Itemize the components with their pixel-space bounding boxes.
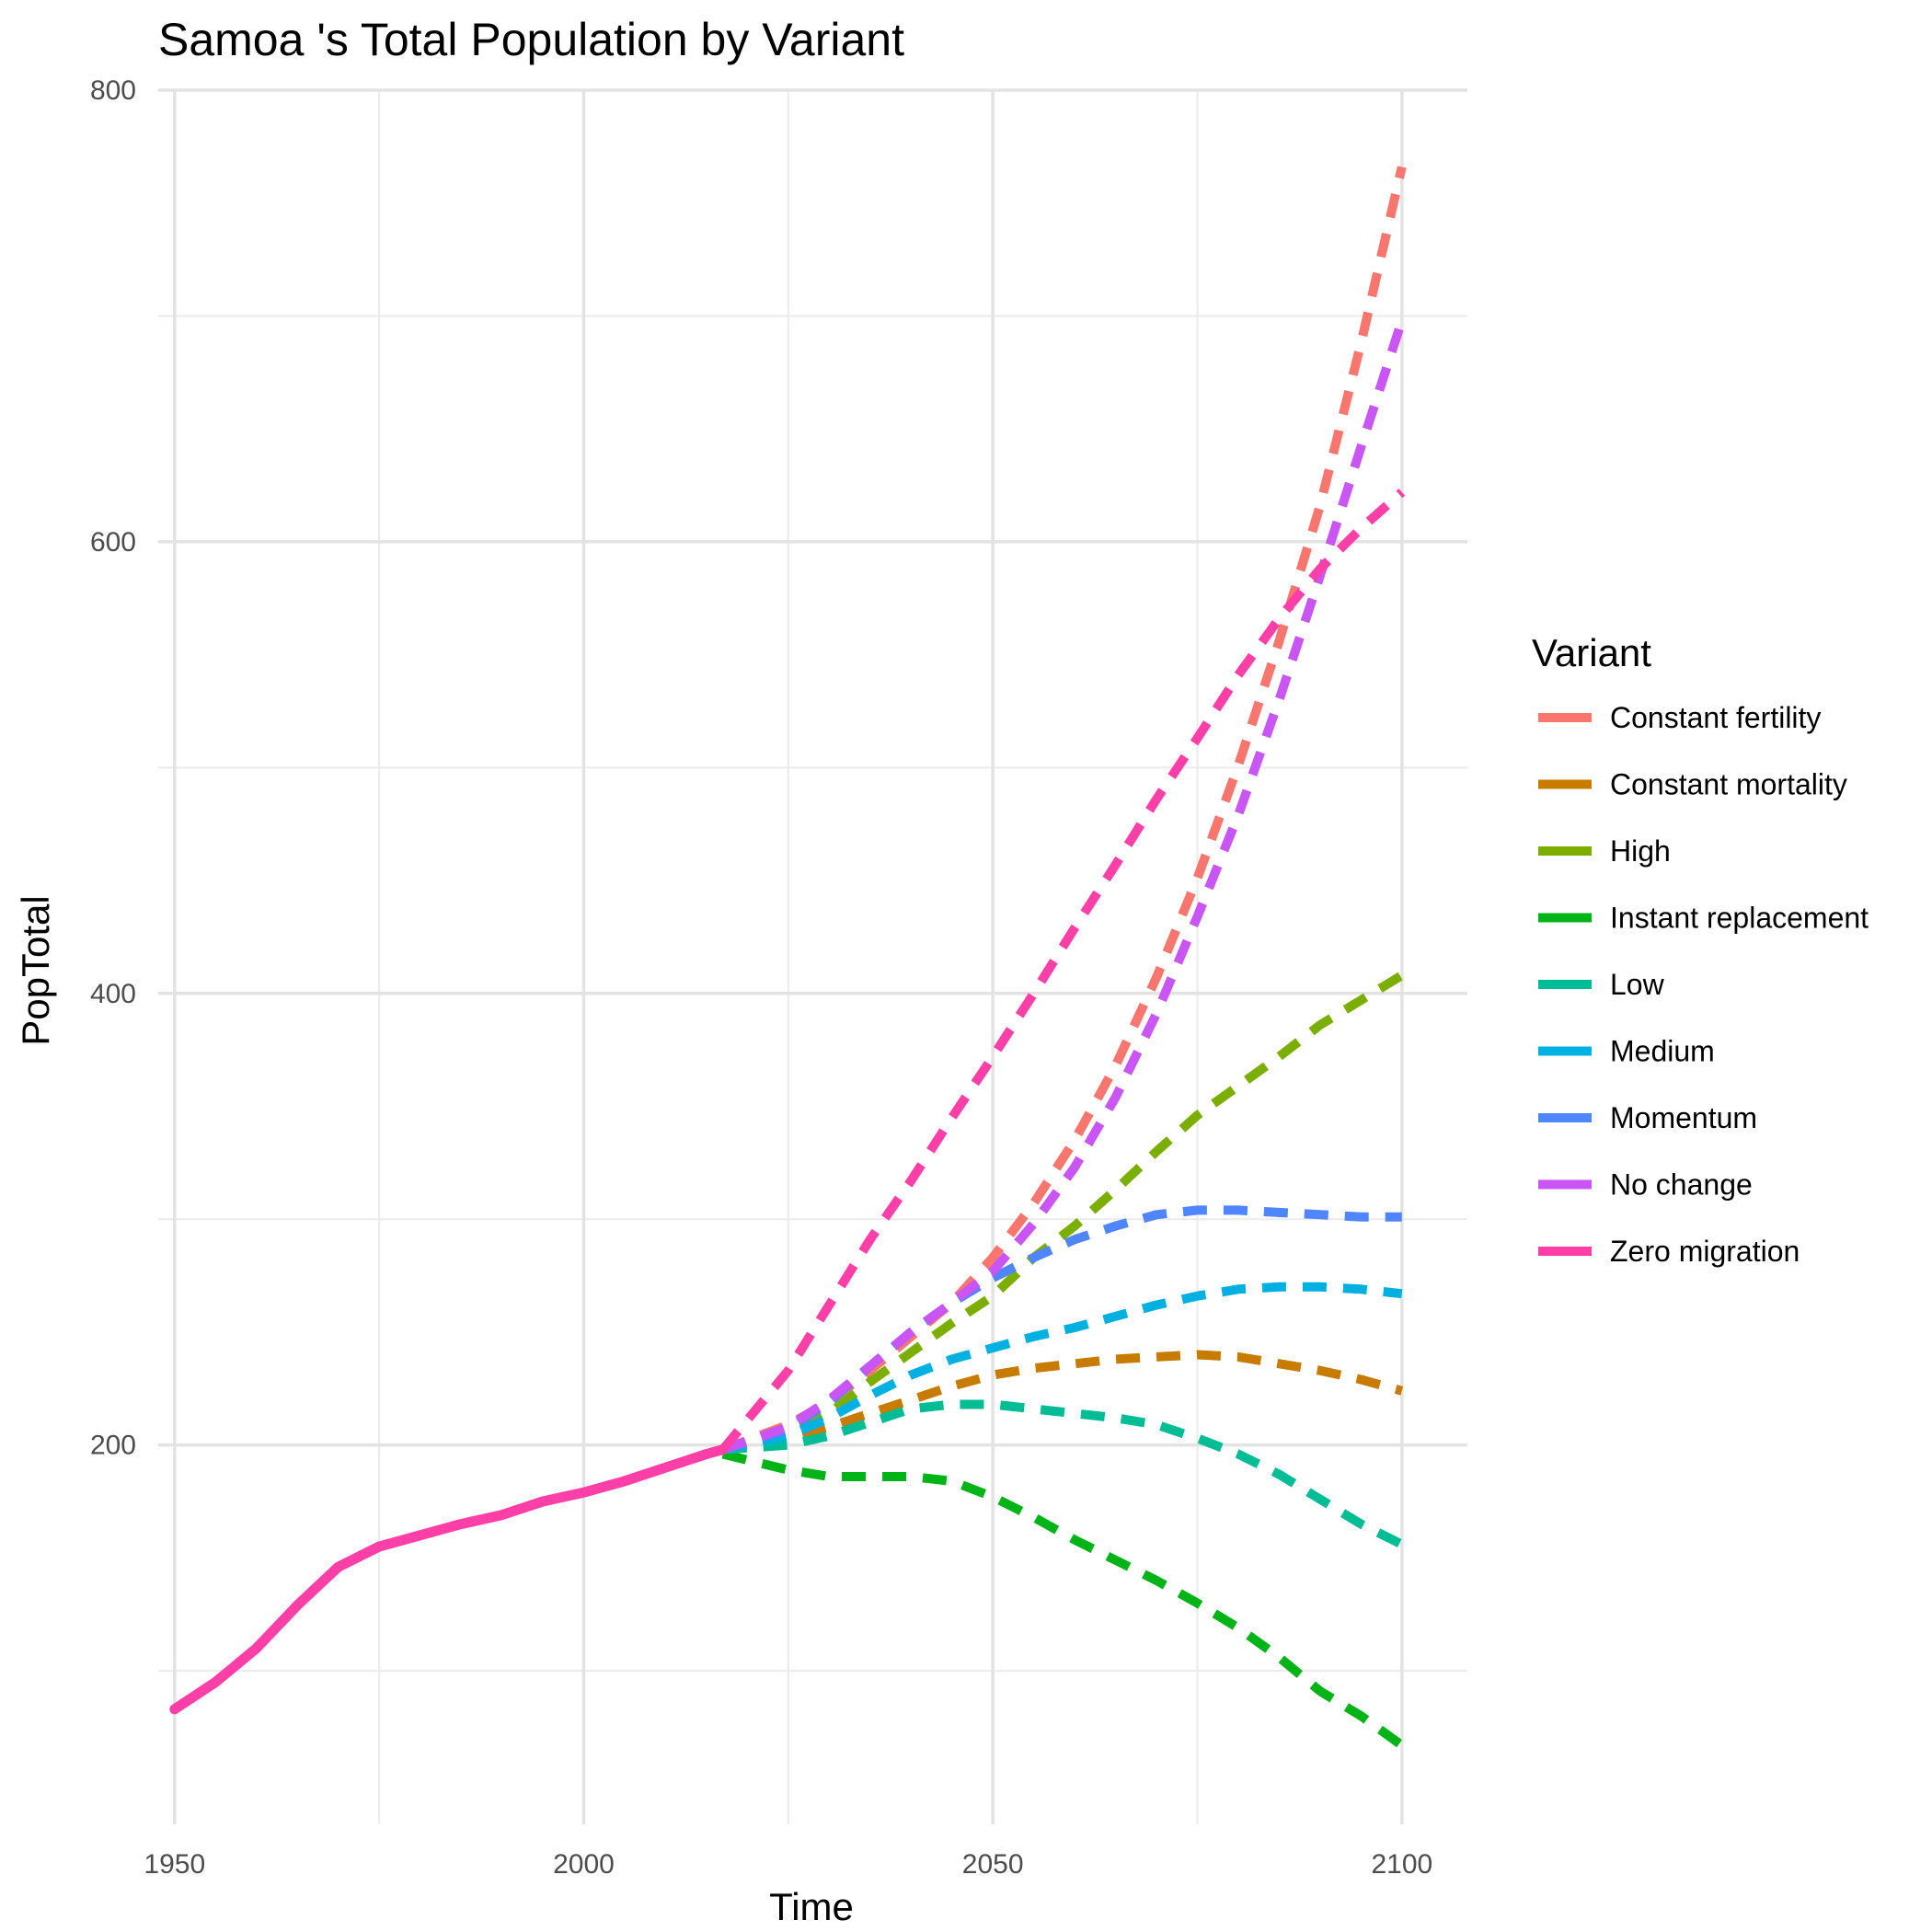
legend-label: High <box>1610 834 1671 868</box>
grid <box>158 88 1467 1824</box>
x-axis-title: Time <box>769 1885 854 1928</box>
legend-label: Momentum <box>1610 1101 1757 1134</box>
x-tick-label: 1950 <box>144 1849 205 1880</box>
legend-label: Constant mortality <box>1610 768 1847 801</box>
series-line-momentum <box>721 1205 1402 1455</box>
legend-label: Instant replacement <box>1610 902 1869 935</box>
legend-label: Constant fertility <box>1610 701 1821 734</box>
series-line-constant-mortality <box>721 1350 1404 1455</box>
legend-label: Low <box>1610 968 1665 1001</box>
legend-label: No change <box>1610 1168 1753 1202</box>
series-line-instant-replacement <box>721 1449 1405 1750</box>
series-line-zero-migration <box>719 489 1406 1453</box>
series-line-high <box>721 971 1405 1455</box>
y-tick-label: 600 <box>90 527 136 558</box>
y-tick-label: 200 <box>90 1431 136 1461</box>
x-axis-ticks: 1950 2000 2050 2100 <box>144 1849 1432 1880</box>
x-tick-label: 2000 <box>553 1849 615 1880</box>
chart-title: Samoa 's Total Population by Variant <box>158 14 904 65</box>
plot-lines <box>169 166 1407 1750</box>
series-line-no-change <box>721 318 1407 1455</box>
series-line-constant-fertility <box>720 166 1407 1455</box>
y-tick-label: 800 <box>90 75 136 106</box>
y-tick-label: 400 <box>90 979 136 1009</box>
x-tick-label: 2050 <box>962 1849 1024 1880</box>
historical-line <box>169 1444 729 1715</box>
legend-title: Variant <box>1532 631 1651 674</box>
y-axis-ticks: 200 400 600 800 <box>90 75 136 1461</box>
legend-label: Zero migration <box>1610 1235 1800 1268</box>
legend: Variant Constant fertility Constant morta… <box>1532 631 1869 1268</box>
y-axis-title: PopTotal <box>14 895 57 1045</box>
series-line-low <box>722 1399 1405 1549</box>
legend-label: Medium <box>1610 1035 1715 1068</box>
x-tick-label: 2100 <box>1371 1849 1432 1880</box>
series-line-medium <box>721 1282 1403 1455</box>
